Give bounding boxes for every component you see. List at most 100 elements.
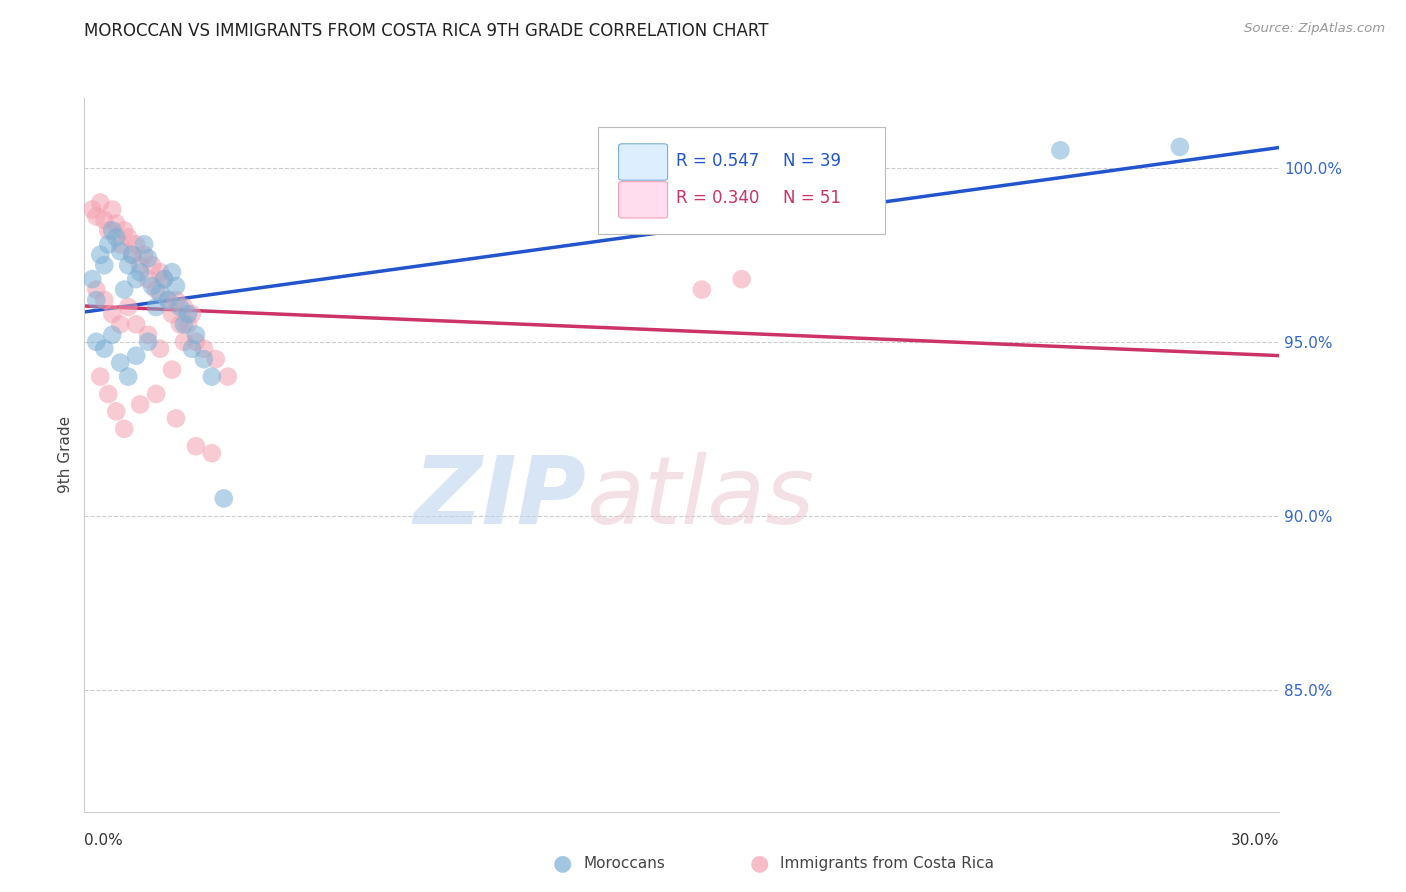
Point — [731, 272, 754, 286]
Point — [89, 369, 111, 384]
Text: ZIP: ZIP — [413, 451, 586, 544]
Point — [117, 258, 139, 272]
Text: N = 39: N = 39 — [783, 152, 842, 169]
Text: ●: ● — [749, 854, 769, 873]
Point — [193, 352, 215, 367]
Point — [184, 327, 207, 342]
Point — [177, 307, 200, 321]
Point — [184, 439, 207, 453]
Point — [141, 258, 163, 272]
Text: ●: ● — [553, 854, 572, 873]
Point — [82, 272, 104, 286]
Point — [157, 293, 180, 307]
Point — [101, 223, 124, 237]
Point — [145, 283, 167, 297]
Point — [93, 258, 115, 272]
Point — [129, 397, 152, 411]
Point — [153, 272, 176, 286]
Point — [89, 248, 111, 262]
Point — [129, 258, 152, 272]
Text: 30.0%: 30.0% — [1232, 832, 1279, 847]
Y-axis label: 9th Grade: 9th Grade — [58, 417, 73, 493]
Point — [125, 272, 148, 286]
Point — [97, 223, 120, 237]
Point — [125, 237, 148, 252]
Point — [160, 265, 183, 279]
Point — [184, 334, 207, 349]
FancyBboxPatch shape — [619, 182, 668, 218]
Point — [193, 342, 215, 356]
Point — [169, 318, 191, 332]
Point — [110, 318, 132, 332]
Point — [93, 293, 115, 307]
Point — [173, 318, 195, 332]
Point — [121, 248, 143, 262]
FancyBboxPatch shape — [619, 144, 668, 180]
Point — [86, 283, 108, 297]
Point — [153, 272, 176, 286]
Point — [105, 216, 128, 230]
Point — [145, 300, 167, 314]
Point — [173, 300, 195, 314]
Point — [110, 356, 132, 370]
Point — [105, 404, 128, 418]
Point — [157, 293, 180, 307]
Point — [165, 293, 187, 307]
Point — [149, 265, 172, 279]
Text: Moroccans: Moroccans — [583, 856, 665, 871]
Text: MOROCCAN VS IMMIGRANTS FROM COSTA RICA 9TH GRADE CORRELATION CHART: MOROCCAN VS IMMIGRANTS FROM COSTA RICA 9… — [84, 22, 769, 40]
Text: Source: ZipAtlas.com: Source: ZipAtlas.com — [1244, 22, 1385, 36]
Point — [112, 283, 135, 297]
Point — [129, 265, 152, 279]
Point — [117, 300, 139, 314]
Point — [112, 223, 135, 237]
Point — [180, 342, 204, 356]
Point — [149, 342, 172, 356]
Point — [136, 252, 159, 266]
Point — [690, 283, 713, 297]
Point — [86, 334, 108, 349]
Point — [101, 202, 124, 217]
Point — [125, 318, 148, 332]
Point — [136, 272, 159, 286]
Point — [149, 286, 172, 301]
Point — [97, 237, 120, 252]
Point — [82, 202, 104, 217]
Point — [101, 327, 124, 342]
Text: Immigrants from Costa Rica: Immigrants from Costa Rica — [780, 856, 994, 871]
Point — [89, 195, 111, 210]
Point — [201, 369, 224, 384]
Point — [169, 300, 191, 314]
Point — [165, 279, 187, 293]
Point — [160, 362, 183, 376]
Point — [173, 334, 195, 349]
Point — [86, 210, 108, 224]
Point — [165, 411, 187, 425]
Point — [117, 230, 139, 244]
Point — [86, 293, 108, 307]
Point — [212, 491, 235, 506]
Point — [110, 244, 132, 259]
Point — [101, 307, 124, 321]
Point — [1049, 144, 1071, 158]
Point — [177, 318, 200, 332]
Point — [217, 369, 239, 384]
Text: R = 0.547: R = 0.547 — [676, 152, 759, 169]
Point — [205, 352, 228, 367]
Point — [1168, 140, 1191, 154]
Point — [136, 334, 159, 349]
Point — [105, 230, 128, 244]
Point — [160, 307, 183, 321]
Point — [136, 327, 159, 342]
Text: 0.0%: 0.0% — [84, 832, 124, 847]
Point — [180, 307, 204, 321]
Point — [97, 387, 120, 401]
Point — [132, 248, 156, 262]
Point — [93, 342, 115, 356]
Point — [93, 213, 115, 227]
Point — [110, 237, 132, 252]
Point — [201, 446, 224, 460]
FancyBboxPatch shape — [599, 127, 886, 234]
Point — [132, 237, 156, 252]
Point — [145, 387, 167, 401]
